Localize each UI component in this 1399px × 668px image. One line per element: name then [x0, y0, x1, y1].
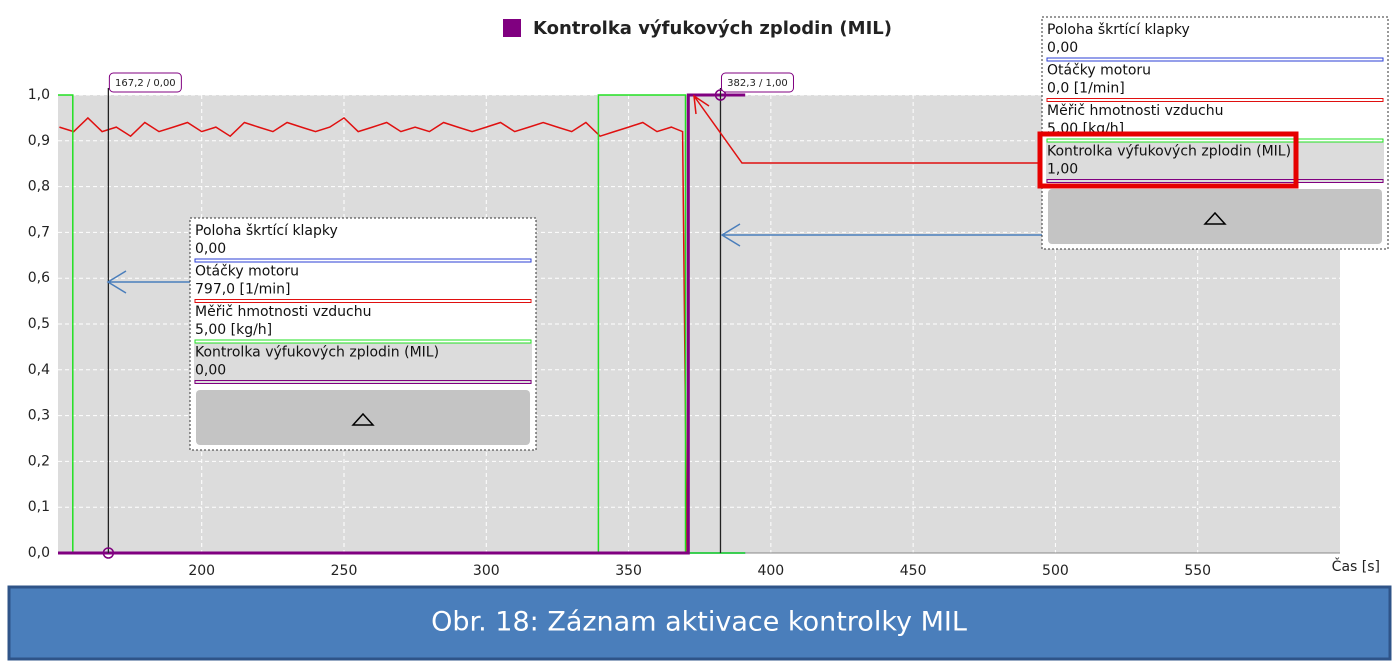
tooltip-value: 797,0 [1/min]	[195, 282, 290, 298]
annotations	[106, 94, 1042, 294]
caption: Obr. 18: Záznam aktivace kontrolky MIL	[431, 607, 967, 638]
x-tick-label: 450	[900, 563, 927, 579]
x-tick-label: 400	[757, 563, 784, 579]
tooltip-name: Poloha škrtící klapky	[195, 223, 338, 239]
cursor-label: 167,2 / 0,00	[115, 78, 176, 89]
caption-band	[7, 585, 1392, 661]
tooltip-underline	[1046, 138, 1384, 143]
arrow	[720, 223, 1042, 247]
collapse-button	[1048, 189, 1382, 244]
y-tick-label: 0,5	[28, 316, 50, 332]
tooltip-name: Poloha škrtící klapky	[1047, 22, 1190, 38]
tooltip-value: 1,00	[1047, 162, 1078, 178]
tooltip-underline	[194, 258, 532, 263]
y-tick-label: 0,0	[28, 545, 50, 561]
y-tick-label: 0,2	[28, 453, 50, 469]
tooltip-row-bg	[194, 343, 532, 384]
tooltip-value: 0,00	[195, 241, 226, 257]
x-axis-label: Čas [s]	[1332, 557, 1380, 575]
y-tick-label: 0,8	[28, 179, 50, 195]
tooltip-underline	[1046, 98, 1384, 102]
tooltip-underline	[1046, 179, 1384, 183]
y-tick-label: 0,6	[28, 270, 50, 286]
x-tick-label: 300	[473, 563, 500, 579]
y-tick-label: 1,0	[28, 87, 50, 103]
y-tick-label: 0,9	[28, 133, 50, 149]
tooltip-name: Otáčky motoru	[195, 264, 299, 280]
tooltip-name: Měřič hmotnosti vzduchu	[1047, 103, 1223, 119]
tooltip-name: Kontrolka výfukových zplodin (MIL)	[1047, 144, 1291, 160]
tooltip-value: 0,00	[1047, 40, 1078, 56]
collapse-icon	[1203, 211, 1227, 225]
x-tick-label: 250	[331, 563, 358, 579]
tooltip-value: 5,00 [kg/h]	[195, 322, 272, 338]
cursor-label-box	[720, 72, 794, 93]
cursor-label-box	[108, 72, 182, 93]
y-tick-label: 0,1	[28, 499, 50, 515]
tooltip-underline	[194, 299, 532, 303]
arrow	[106, 270, 190, 294]
series-line	[58, 94, 746, 554]
x-tick-label: 350	[615, 563, 642, 579]
tooltip-underline	[194, 339, 532, 344]
x-tick-label: 500	[1042, 563, 1069, 579]
cursor-label: 382,3 / 1,00	[727, 78, 788, 89]
series-line	[59, 116, 689, 554]
tooltip-name: Měřič hmotnosti vzduchu	[195, 304, 371, 320]
legend-swatch	[503, 19, 521, 37]
series-line	[58, 93, 746, 555]
cursor-point	[714, 89, 727, 101]
x-tick-label: 550	[1184, 563, 1211, 579]
highlight-box	[1037, 131, 1299, 189]
collapse-icon	[351, 412, 375, 426]
tooltip-row-bg	[1046, 142, 1384, 183]
x-tick-label: 200	[188, 563, 215, 579]
tooltip-value: 0,0 [1/min]	[1047, 81, 1125, 97]
cursor-point	[102, 547, 115, 559]
collapse-button	[196, 390, 530, 445]
tooltip-underline	[1046, 57, 1384, 62]
tooltip-value: 0,00	[195, 363, 226, 379]
y-tick-label: 0,3	[28, 408, 50, 424]
tooltip-underline	[194, 380, 532, 384]
arrow	[693, 94, 1040, 164]
tooltip-name: Kontrolka výfukových zplodin (MIL)	[195, 345, 439, 361]
y-tick-label: 0,4	[28, 362, 50, 378]
legend-title: Kontrolka výfukových zplodin (MIL)	[533, 18, 892, 39]
y-tick-label: 0,7	[28, 224, 50, 240]
tooltip-name: Otáčky motoru	[1047, 63, 1151, 79]
